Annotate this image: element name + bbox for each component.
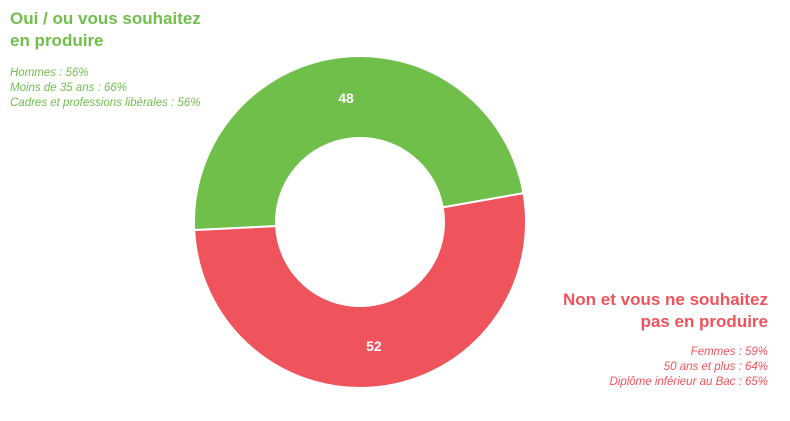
legend-yes-note: Moins de 35 ans : 66%	[10, 82, 127, 94]
legend-no-note: 50 ans et plus : 64%	[663, 361, 768, 373]
legend-no-title-line1: Non et vous ne souhaitez	[563, 290, 768, 309]
legend-yes-note: Hommes : 56%	[10, 67, 89, 79]
legend-yes-notes: Hommes : 56% Moins de 35 ans : 66% Cadre…	[10, 66, 201, 111]
donut-slice-yes	[193, 55, 525, 232]
slice-value-label: 48	[338, 90, 354, 106]
legend-no: Non et vous ne souhaitez pas en produire…	[563, 289, 768, 390]
legend-no-note: Femmes : 59%	[690, 346, 768, 358]
legend-no-title: Non et vous ne souhaitez pas en produire	[563, 289, 768, 333]
legend-no-notes: Femmes : 59% 50 ans et plus : 64% Diplôm…	[563, 345, 768, 390]
legend-yes: Oui / ou vous souhaitez en produire Homm…	[10, 8, 201, 111]
legend-yes-note: Cadres et professions libérales : 56%	[10, 97, 201, 109]
legend-yes-title-line2: en produire	[10, 31, 104, 50]
legend-no-title-line2: pas en produire	[640, 312, 768, 331]
legend-yes-title: Oui / ou vous souhaitez en produire	[10, 8, 201, 52]
donut-slice-no	[193, 192, 527, 389]
legend-yes-title-line1: Oui / ou vous souhaitez	[10, 9, 201, 28]
slice-value-label: 52	[366, 338, 382, 354]
legend-no-note: Diplôme inférieur au Bac : 65%	[609, 376, 768, 388]
